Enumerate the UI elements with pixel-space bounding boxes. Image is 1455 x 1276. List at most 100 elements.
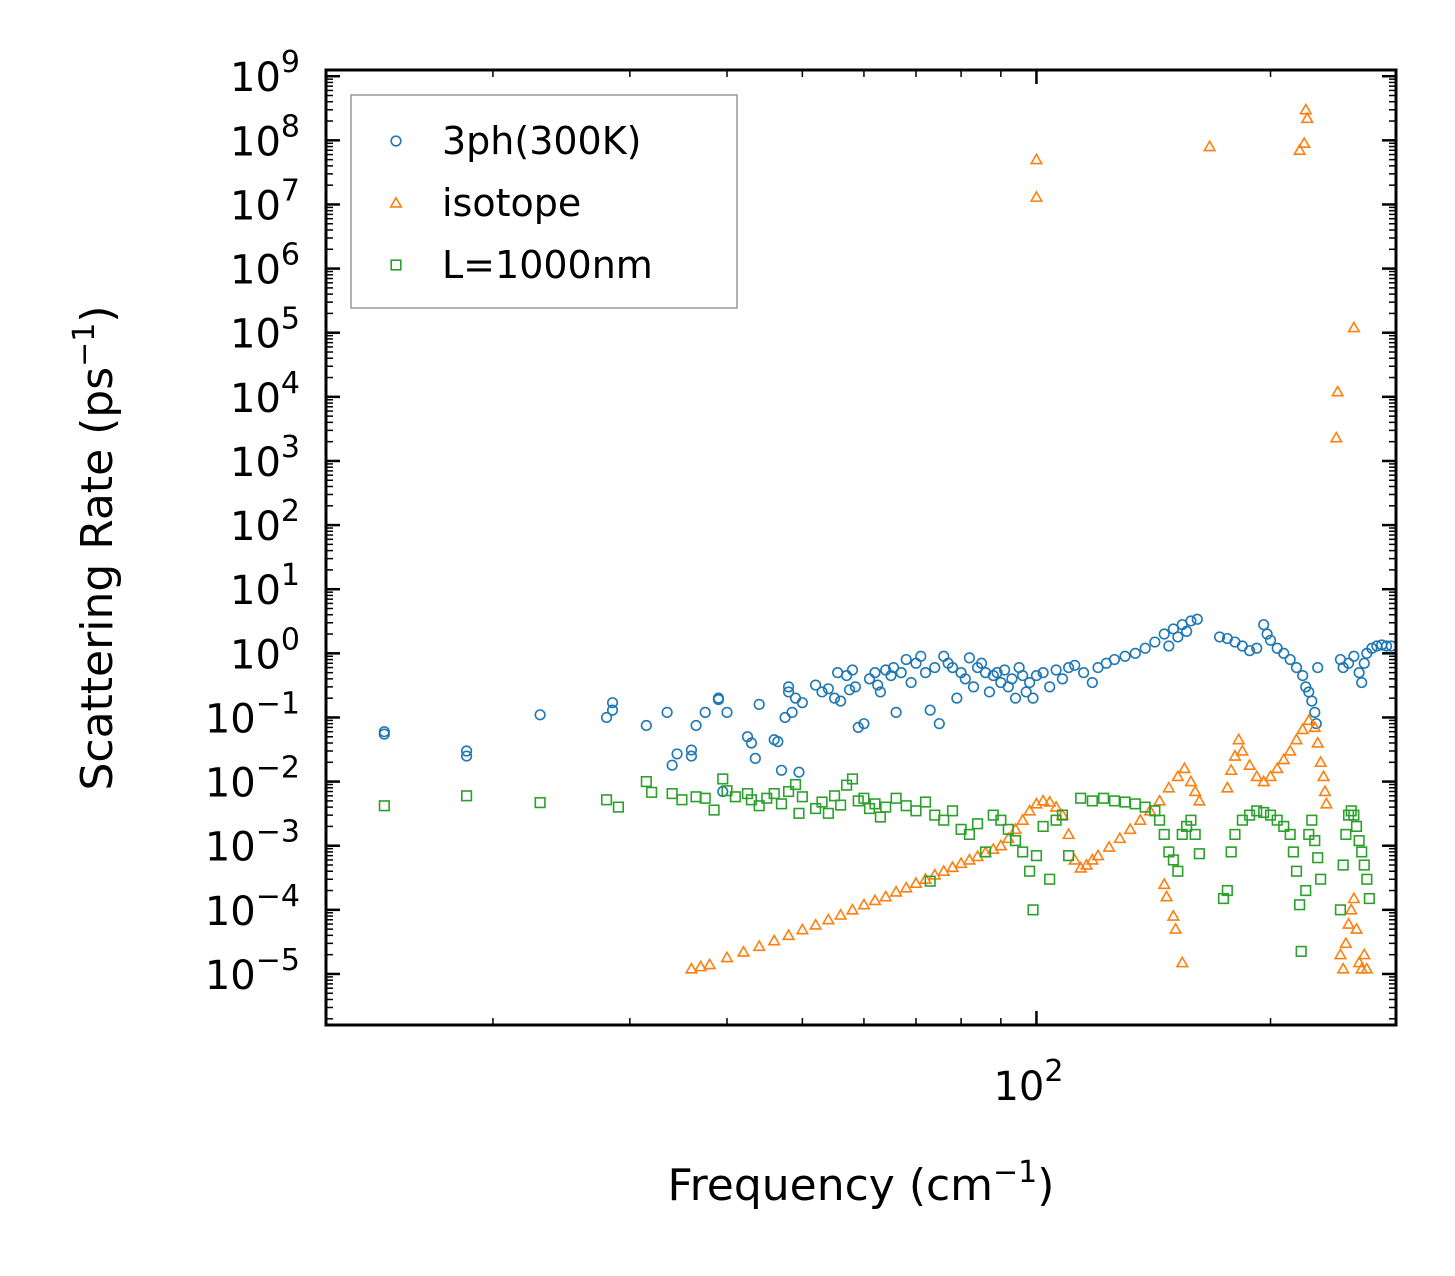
y-tick-label: 103 (230, 430, 300, 486)
data-point (793, 766, 805, 778)
data-point (600, 794, 613, 806)
legend-box (350, 94, 738, 309)
y-tick-label: 109 (230, 45, 300, 101)
data-point (1030, 850, 1043, 862)
data-point (786, 706, 798, 718)
data-point (963, 828, 976, 841)
data-point (951, 692, 963, 704)
data-point (1349, 922, 1364, 934)
y-tick-label: 104 (230, 366, 300, 422)
data-point (841, 669, 853, 682)
data-point (852, 721, 864, 733)
data-point (1278, 820, 1290, 833)
data-point (752, 939, 766, 952)
data-point (782, 785, 795, 798)
data-point (959, 673, 971, 685)
data-point (933, 718, 945, 730)
data-point (1242, 758, 1257, 770)
data-point (998, 664, 1011, 676)
data-point (684, 961, 699, 974)
data-point (1056, 673, 1069, 685)
data-point (1006, 673, 1018, 685)
y-axis-title: Scattering Rate (ps−1) (67, 305, 123, 790)
data-point (1171, 769, 1185, 782)
data-point (816, 686, 828, 698)
data-point (460, 745, 473, 757)
data-point (1167, 854, 1179, 866)
data-point (1353, 667, 1365, 679)
plot-frame (324, 68, 1398, 1027)
data-point (1306, 814, 1318, 826)
data-point (869, 667, 881, 679)
data-point (1258, 806, 1270, 819)
data-point (929, 661, 941, 674)
data-point (1024, 865, 1036, 877)
data-point (1017, 846, 1029, 858)
data-point (1358, 859, 1370, 871)
data-point (946, 805, 959, 817)
data-point (1278, 647, 1290, 659)
data-point (1091, 848, 1105, 861)
data-point (1133, 813, 1147, 825)
y-tick-label: 102 (230, 494, 300, 550)
series-1-points (684, 102, 1374, 974)
data-point (1108, 795, 1121, 807)
data-point (1258, 619, 1270, 631)
data-point (1175, 955, 1189, 968)
data-point (835, 695, 847, 707)
data-point (1027, 692, 1039, 704)
data-point (1308, 720, 1322, 733)
data-point (1295, 945, 1307, 957)
data-point (1333, 947, 1348, 960)
legend-label-isotope: isotope (442, 181, 581, 225)
data-point (1191, 613, 1203, 625)
y-tick-label: 108 (230, 109, 300, 165)
data-point (666, 759, 678, 771)
data-point (666, 787, 678, 800)
data-point (857, 897, 871, 910)
data-point (1002, 823, 1014, 835)
data-point (833, 908, 848, 920)
data-point (1217, 892, 1230, 905)
data-point (782, 681, 795, 693)
data-point (1225, 846, 1237, 858)
data-point (1297, 136, 1311, 149)
data-point (1168, 922, 1183, 934)
data-point (1015, 813, 1030, 825)
data-point (676, 794, 688, 806)
data-point (378, 800, 390, 812)
data-point (1339, 936, 1353, 949)
data-point (1287, 846, 1299, 858)
data-point (846, 664, 859, 676)
data-point (991, 667, 1003, 679)
data-point (852, 795, 864, 807)
data-point (808, 918, 823, 930)
data-point (1162, 780, 1176, 793)
data-point (1361, 873, 1373, 885)
data-point (1289, 732, 1304, 745)
data-point (1119, 650, 1131, 662)
data-point (781, 928, 796, 941)
data-point (1172, 865, 1184, 877)
data-point (720, 950, 734, 963)
data-point (1315, 873, 1327, 885)
data-point (1344, 902, 1358, 915)
data-point (872, 679, 884, 691)
data-point (1213, 631, 1226, 643)
data-point (1069, 659, 1081, 671)
data-point (1350, 820, 1363, 833)
legend-label-3ph: 3ph(300K) (442, 119, 641, 163)
data-point (1229, 828, 1241, 841)
data-point (775, 764, 788, 776)
data-point (1299, 102, 1313, 115)
data-point (1284, 653, 1296, 666)
data-point (772, 736, 784, 748)
data-point (460, 750, 473, 762)
data-point (1056, 809, 1069, 821)
data-point (606, 704, 619, 716)
data-point (841, 779, 853, 791)
data-point (795, 922, 810, 935)
data-point (979, 667, 992, 679)
scatter-points (378, 102, 1397, 974)
